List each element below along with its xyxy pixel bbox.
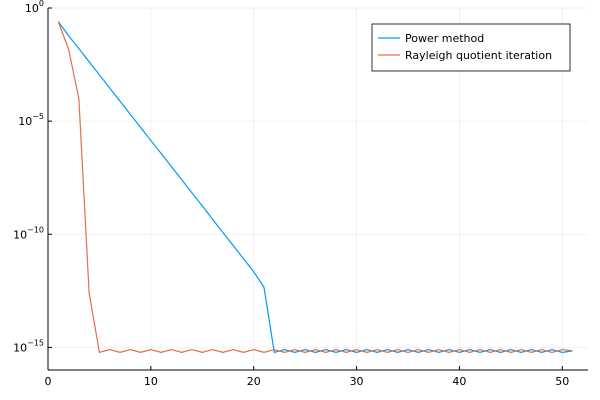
y-tick-label: 10−10 bbox=[13, 225, 44, 241]
legend-box bbox=[371, 23, 571, 72]
axes bbox=[47, 7, 588, 371]
series-line-rayleigh-quotient-iteration bbox=[57, 21, 573, 353]
x-tick-label: 50 bbox=[555, 375, 569, 388]
y-tick-label: 10−5 bbox=[18, 112, 44, 128]
y-tick-label: 100 bbox=[25, 0, 44, 15]
x-tick-label: 0 bbox=[45, 375, 52, 388]
legend-label: Power method bbox=[405, 32, 484, 45]
x-tick-label: 20 bbox=[247, 375, 261, 388]
x-tick-label: 40 bbox=[452, 375, 466, 388]
series-line-power-method bbox=[57, 21, 573, 353]
legend-label: Rayleigh quotient iteration bbox=[405, 49, 552, 62]
series bbox=[57, 21, 573, 353]
y-tick-labels: 100 10−5 10−10 10−15 bbox=[13, 0, 44, 354]
x-tick-label: 30 bbox=[350, 375, 364, 388]
x-tick-labels: 0 10 20 30 40 50 bbox=[45, 375, 570, 388]
y-tick-label: 10−15 bbox=[13, 338, 44, 354]
legend: Power method Rayleigh quotient iteration bbox=[371, 23, 571, 72]
x-tick-label: 10 bbox=[144, 375, 158, 388]
